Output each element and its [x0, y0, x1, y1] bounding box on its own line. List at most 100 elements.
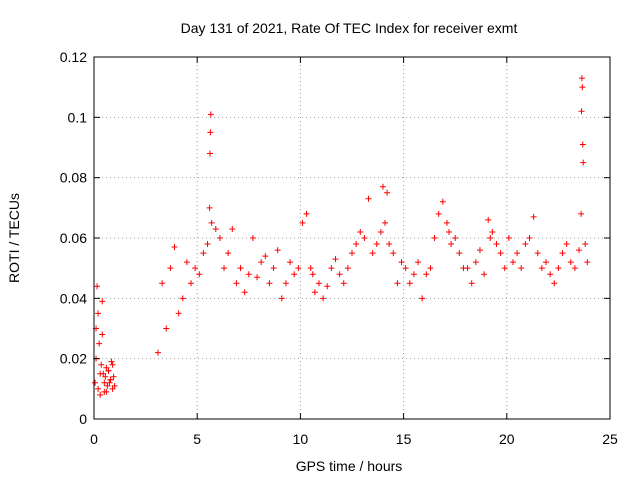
data-point: [206, 204, 213, 211]
data-point: [274, 247, 281, 254]
data-point: [262, 253, 269, 260]
data-point: [487, 235, 494, 241]
data-point: [448, 241, 455, 248]
data-point: [175, 310, 182, 317]
data-point: [309, 271, 316, 278]
data-point: [324, 283, 331, 290]
data-point: [468, 280, 475, 287]
data-point: [394, 280, 401, 287]
data-point: [105, 367, 112, 374]
y-axis-label: ROTI / TECUs: [6, 193, 22, 283]
data-point: [192, 265, 199, 272]
data-point: [106, 379, 113, 386]
data-point: [206, 150, 213, 157]
data-point: [270, 265, 277, 272]
data-point: [543, 259, 550, 266]
data-point: [410, 271, 417, 278]
data-point: [369, 250, 376, 257]
data-point: [349, 250, 355, 257]
data-point: [107, 376, 114, 383]
data-point: [567, 259, 574, 266]
data-point: [526, 235, 533, 241]
data-point: [382, 219, 389, 226]
data-point: [384, 189, 391, 196]
data-point: [287, 259, 294, 266]
y-tick-label: 0.12: [60, 49, 87, 65]
data-point: [103, 364, 110, 371]
data-point: [406, 280, 413, 287]
data-point: [159, 280, 166, 287]
data-point: [456, 250, 463, 257]
data-point: [291, 271, 298, 278]
data-point: [266, 280, 273, 287]
data-point: [315, 280, 322, 287]
data-point: [154, 349, 161, 356]
data-point: [241, 289, 248, 296]
data-point: [485, 216, 492, 223]
data-point: [344, 265, 351, 272]
data-point: [102, 373, 109, 380]
data-point: [481, 271, 488, 278]
data-point: [94, 283, 101, 290]
data-point: [571, 265, 578, 272]
data-point: [379, 183, 386, 190]
data-point: [551, 280, 558, 287]
data-point: [427, 265, 434, 272]
data-point: [501, 265, 508, 272]
data-point: [365, 195, 372, 202]
data-point: [104, 382, 111, 389]
data-point: [398, 259, 405, 266]
data-point: [563, 241, 570, 248]
data-point: [258, 259, 265, 266]
data-point: [472, 259, 479, 266]
data-point: [200, 250, 207, 257]
data-point: [439, 198, 446, 205]
data-point: [183, 259, 190, 266]
data-point: [167, 265, 174, 272]
data-point: [179, 295, 186, 302]
data-point: [509, 259, 516, 266]
data-point: [505, 235, 512, 241]
data-point: [171, 244, 178, 251]
data-point: [373, 241, 380, 248]
data-point: [377, 228, 384, 235]
data-point: [249, 235, 256, 241]
x-axis: 0 5 10 15 20 25: [90, 57, 618, 447]
data-point: [196, 271, 203, 278]
data-point: [336, 271, 343, 278]
data-point: [353, 241, 360, 248]
data-point: [216, 235, 223, 241]
data-point: [576, 247, 583, 254]
data-point: [559, 250, 566, 257]
chart-title: Day 131 of 2021, Rate Of TEC Index for r…: [181, 20, 518, 36]
data-point: [476, 247, 483, 254]
data-point: [103, 388, 110, 395]
data-point: [295, 265, 302, 272]
data-point: [578, 210, 585, 217]
data-point: [518, 265, 525, 272]
data-point: [489, 228, 496, 235]
data-point: [299, 219, 306, 226]
x-tick-label: 25: [602, 431, 618, 447]
x-tick-label: 10: [293, 431, 309, 447]
data-point: [547, 271, 554, 278]
data-points: [92, 75, 591, 398]
data-point: [340, 280, 347, 287]
data-point: [320, 295, 327, 302]
x-axis-label: GPS time / hours: [296, 458, 403, 474]
data-point: [303, 210, 310, 217]
data-point: [282, 280, 289, 287]
data-point: [584, 259, 591, 266]
data-point: [188, 280, 195, 287]
data-point: [208, 219, 215, 226]
data-point: [415, 259, 422, 266]
data-point: [99, 331, 106, 338]
data-point: [245, 271, 252, 278]
data-point: [307, 265, 314, 272]
x-tick-label: 15: [396, 431, 412, 447]
data-point: [101, 379, 108, 386]
y-tick-label: 0: [79, 411, 87, 427]
data-point: [402, 265, 409, 272]
data-point: [311, 289, 318, 296]
data-point: [555, 265, 562, 272]
